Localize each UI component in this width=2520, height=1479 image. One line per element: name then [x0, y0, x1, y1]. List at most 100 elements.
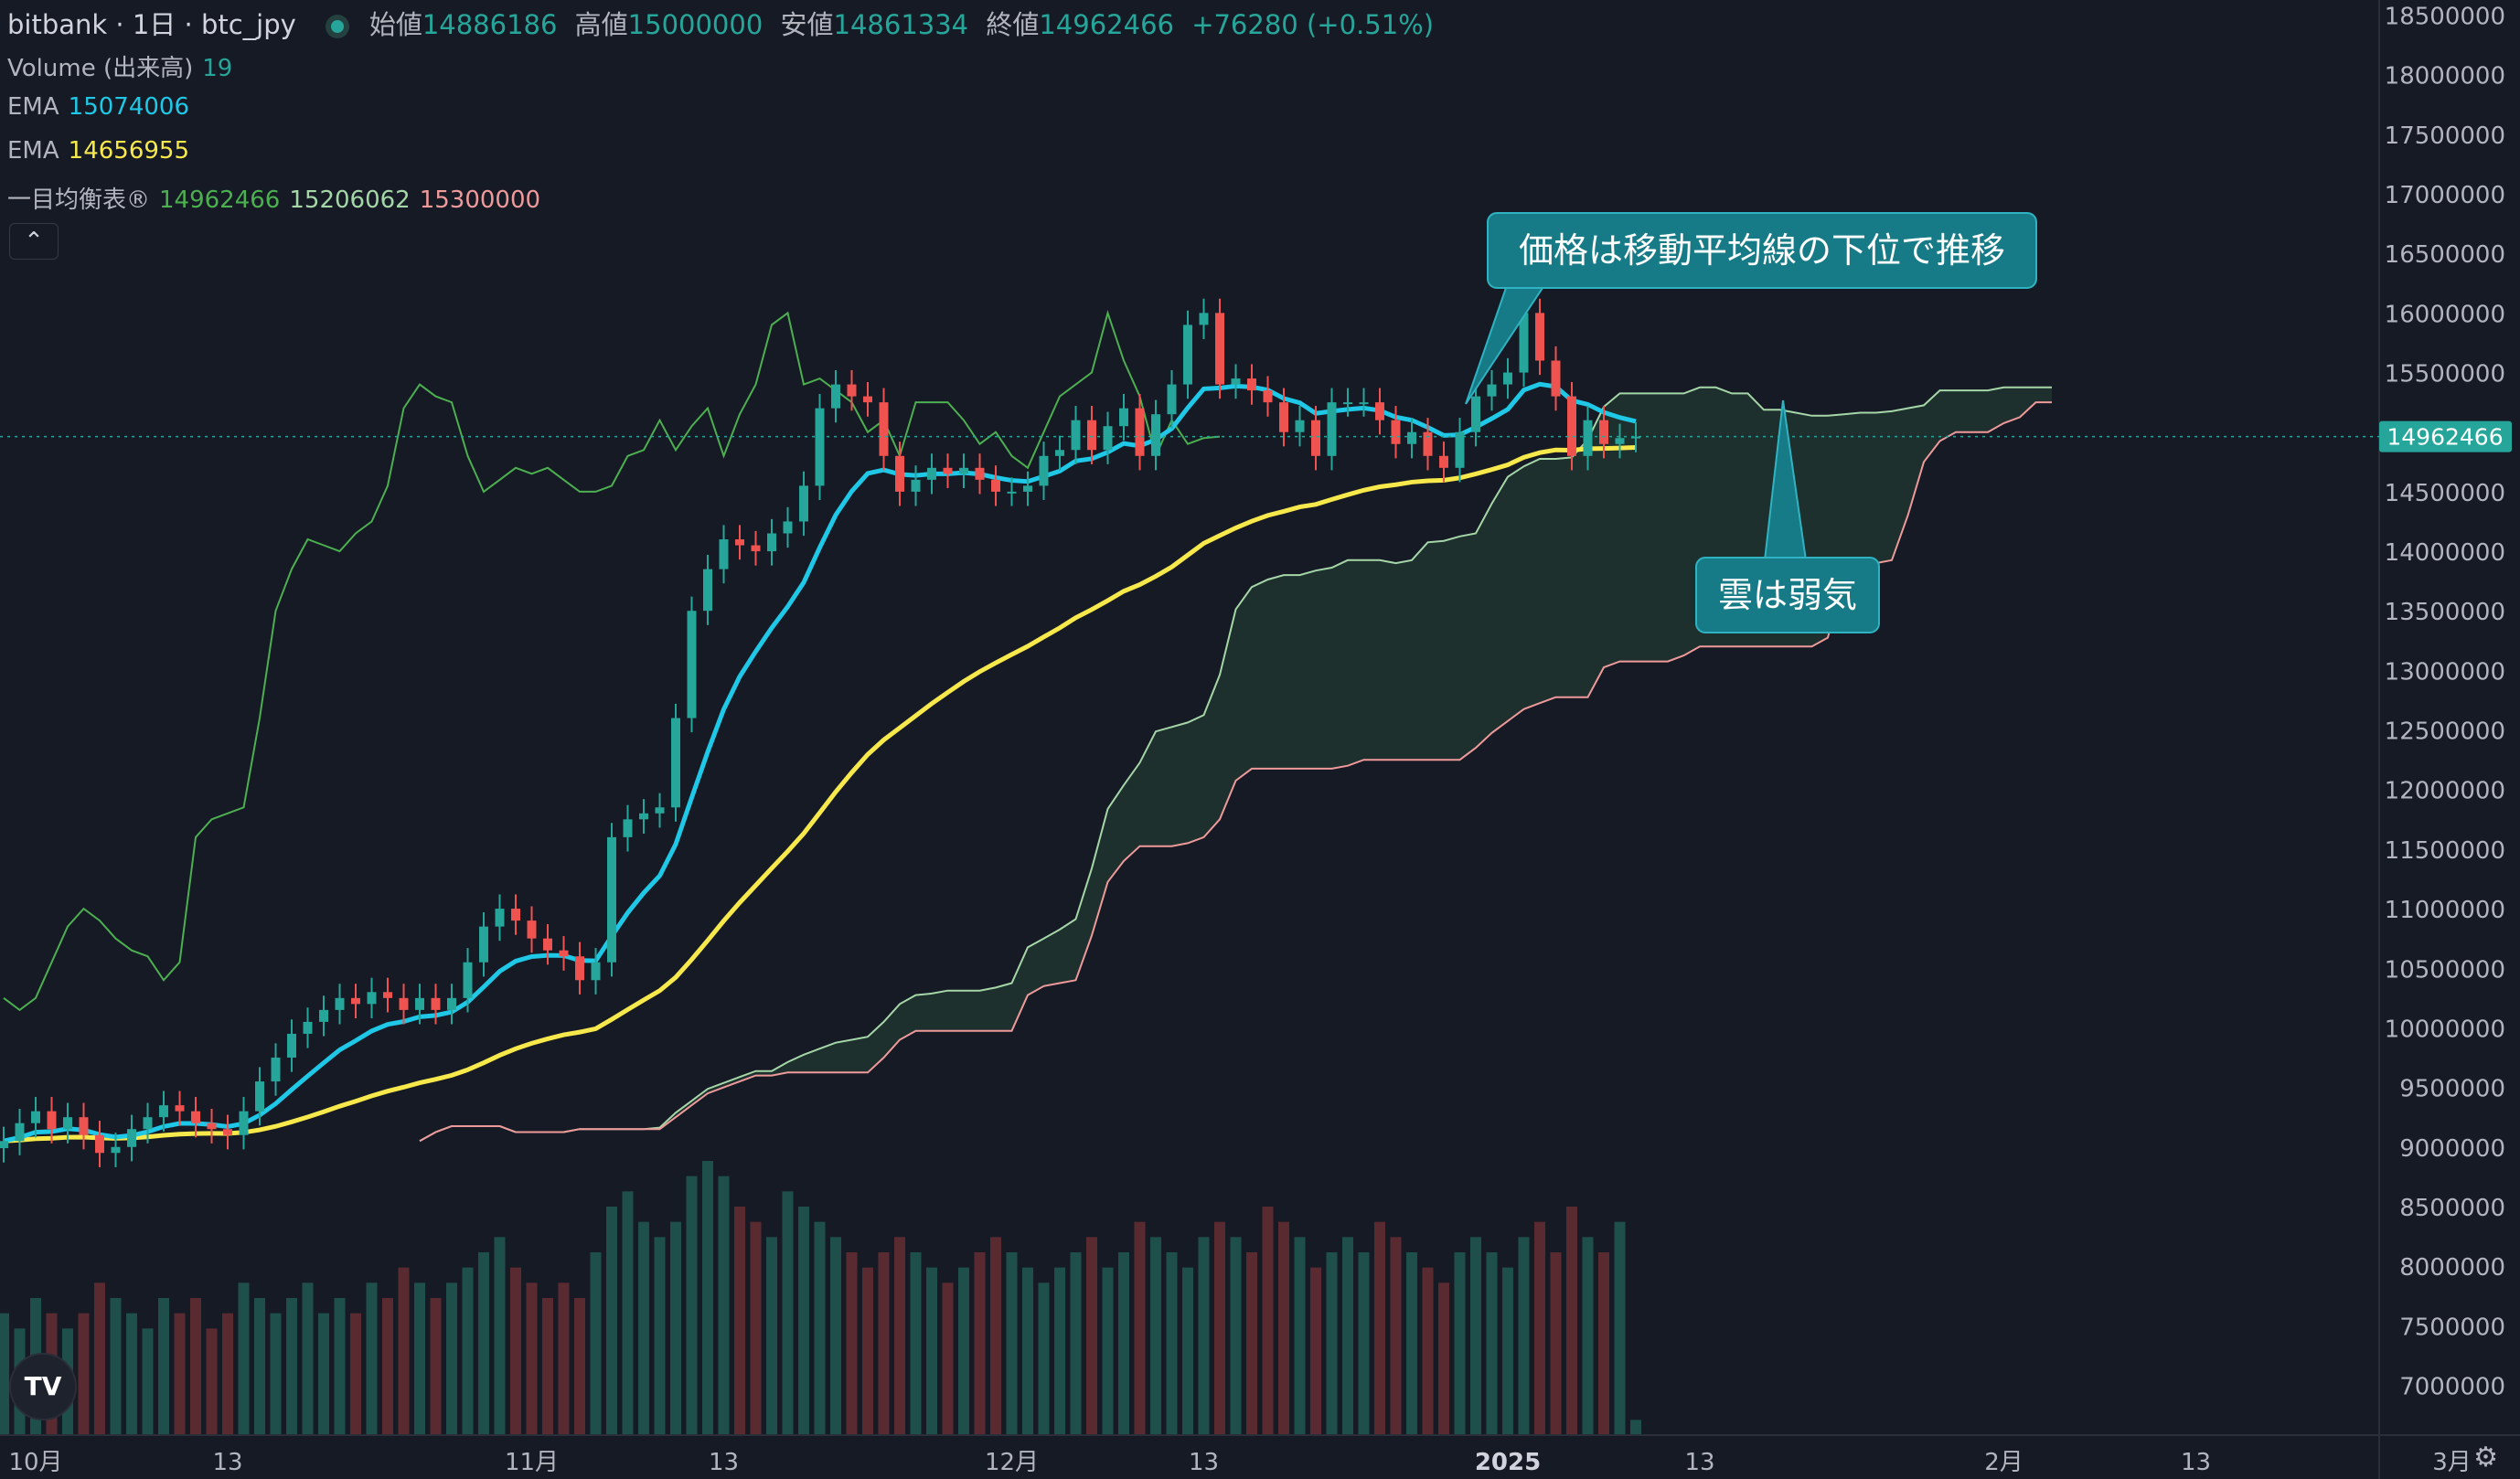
- candle-body: [399, 997, 409, 1010]
- cloud-segment: [1572, 439, 1588, 697]
- volume-bar: [222, 1313, 233, 1435]
- collapse-legend-button[interactable]: ⌃: [9, 223, 59, 260]
- ema2-value: 14656955: [68, 137, 189, 165]
- y-tick-label: 11000000: [2385, 897, 2505, 924]
- candle-body: [1631, 436, 1640, 439]
- candle-body: [1359, 402, 1369, 405]
- cloud-segment: [708, 1082, 724, 1094]
- volume-bar: [1342, 1237, 1353, 1435]
- candle-body: [1455, 431, 1465, 468]
- candle-body: [591, 962, 601, 981]
- candle-body: [735, 539, 744, 546]
- candle-body: [1119, 408, 1128, 427]
- volume-bar: [462, 1267, 474, 1435]
- ema1-legend[interactable]: EMA 15074006: [7, 93, 198, 121]
- gear-icon[interactable]: ⚙: [2473, 1442, 2498, 1474]
- volume-bar: [350, 1313, 361, 1435]
- candle-body: [1295, 420, 1305, 432]
- cloud-segment: [1267, 575, 1284, 769]
- candle-body: [1199, 313, 1209, 325]
- cloud-segment: [1171, 722, 1188, 846]
- cloud-segment: [1363, 559, 1380, 761]
- cloud-segment: [1235, 587, 1252, 781]
- cloud-segment: [1476, 503, 1492, 749]
- candle-body: [879, 402, 889, 456]
- volume-bar: [1630, 1420, 1641, 1435]
- y-tick-label: 16500000: [2385, 241, 2505, 269]
- cloud-segment: [1491, 476, 1508, 733]
- candle-body: [671, 718, 680, 808]
- candle-body: [655, 807, 665, 814]
- cloud-segment: [1636, 393, 1652, 662]
- tradingview-logo[interactable]: TV: [9, 1353, 77, 1420]
- volume-bar: [446, 1282, 457, 1435]
- cloud-segment: [1203, 675, 1220, 837]
- ichimoku-value-1: 14962466: [159, 186, 281, 214]
- volume-bar: [670, 1221, 681, 1435]
- volume-bar: [366, 1282, 378, 1435]
- candle-body: [1615, 438, 1625, 444]
- ichimoku-label: 一目均衡表®: [7, 186, 151, 214]
- volume-bar: [414, 1282, 425, 1435]
- candle-body: [943, 467, 953, 474]
- volume-bar: [878, 1252, 890, 1435]
- volume-bar: [1118, 1252, 1129, 1435]
- volume-bar: [1294, 1237, 1306, 1435]
- volume-legend[interactable]: Volume (出来高) 19: [7, 49, 241, 83]
- ichimoku-legend[interactable]: 一目均衡表® 14962466 15206062 15300000: [7, 181, 550, 215]
- candle-body: [159, 1105, 168, 1118]
- candle-body: [815, 408, 825, 486]
- volume-bar: [0, 1313, 9, 1435]
- y-tick-label: 17000000: [2385, 182, 2505, 209]
- volume-bar: [1374, 1221, 1385, 1435]
- callout-price-below-ma-box: [1487, 212, 2037, 289]
- candle-body: [1071, 420, 1081, 451]
- volume-bar: [814, 1221, 826, 1435]
- volume-bar: [1598, 1252, 1609, 1435]
- volume-bar: [270, 1313, 282, 1435]
- change-value: +76280 (+0.51%): [1191, 9, 1435, 40]
- y-tick-label: 7500000: [2399, 1314, 2505, 1341]
- candle-body: [1279, 402, 1288, 432]
- candle-body: [1375, 402, 1384, 420]
- candle-body: [927, 467, 936, 480]
- cloud-segment: [772, 1061, 788, 1076]
- x-tick-label: 3月: [2432, 1449, 2472, 1476]
- candle-body: [15, 1123, 25, 1142]
- span-b-line: [419, 401, 2052, 1143]
- y-tick-label: 11500000: [2385, 837, 2505, 865]
- candle-body: [1551, 360, 1561, 397]
- volume-bar: [574, 1298, 585, 1435]
- volume-bar: [718, 1176, 730, 1435]
- volume-bar: [302, 1282, 314, 1435]
- cloud-segment: [1284, 575, 1300, 769]
- candle-body: [495, 909, 505, 927]
- candle-body: [639, 813, 648, 820]
- candle-body: [559, 950, 569, 957]
- volume-bar: [1214, 1221, 1225, 1435]
- candle-body: [1519, 313, 1529, 373]
- candle-body: [1423, 431, 1433, 456]
- ema2-legend[interactable]: EMA 14656955: [7, 137, 198, 165]
- candle-body: [127, 1129, 136, 1147]
- candle-body: [175, 1105, 185, 1112]
- cloud-segment: [723, 1077, 740, 1088]
- cloud-segment: [1508, 466, 1524, 721]
- volume-bar: [622, 1191, 634, 1435]
- x-tick-label: 13: [1684, 1449, 1714, 1476]
- volume-bar: [1166, 1252, 1178, 1435]
- volume-bar: [1550, 1252, 1562, 1435]
- cloud-segment: [2020, 387, 2036, 418]
- cloud-segment: [2035, 387, 2052, 403]
- candle-body: [1055, 450, 1064, 456]
- volume-bar: [702, 1161, 713, 1435]
- candle-body: [991, 479, 1000, 492]
- symbol-title[interactable]: bitbank · 1日 · btc_jpy: [7, 9, 296, 40]
- volume-bar: [158, 1298, 169, 1435]
- volume-bar: [1310, 1267, 1321, 1435]
- cloud-segment: [755, 1070, 772, 1076]
- candle-body: [1151, 414, 1160, 456]
- cloud-segment: [804, 1048, 820, 1073]
